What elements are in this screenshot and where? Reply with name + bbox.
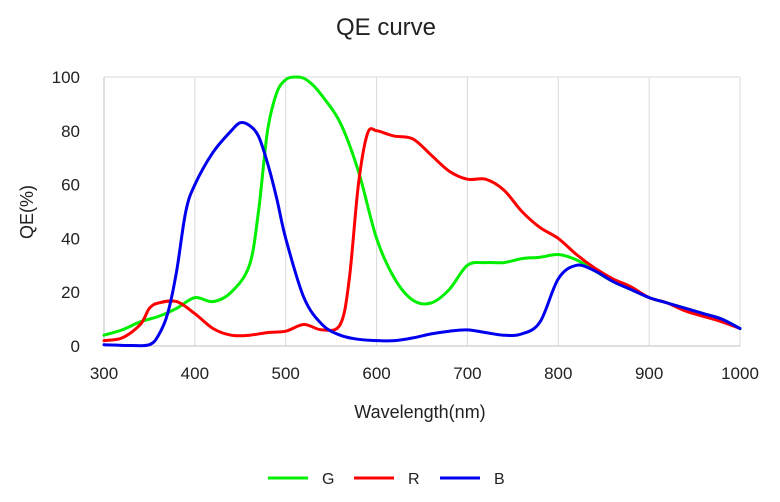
- x-tick-label: 600: [362, 364, 390, 383]
- y-tick-label: 40: [61, 229, 80, 248]
- x-tick-label: 400: [181, 364, 209, 383]
- y-tick-label: 20: [61, 283, 80, 302]
- x-tick-label: 1000: [721, 364, 759, 383]
- y-axis-label: QE(%): [17, 185, 37, 239]
- legend-label-R: R: [408, 471, 420, 488]
- y-tick-label: 0: [71, 337, 80, 356]
- y-tick-label: 80: [61, 122, 80, 141]
- y-tick-label: 100: [52, 68, 80, 87]
- x-tick-label: 300: [90, 364, 118, 383]
- chart-title: QE curve: [336, 14, 436, 41]
- series-line-R: [102, 127, 742, 343]
- y-tick-labels: 0 20 40 60 80 100: [52, 68, 80, 356]
- x-tick-label: 800: [544, 364, 572, 383]
- y-tick-label: 60: [61, 176, 80, 195]
- grid-lines: [104, 76, 741, 346]
- x-tick-label: 500: [272, 364, 300, 383]
- legend-label-B: B: [494, 471, 505, 488]
- x-tick-label: 900: [635, 364, 663, 383]
- data-series: [102, 75, 742, 348]
- series-line-B: [102, 120, 742, 348]
- x-axis-label: Wavelength(nm): [354, 402, 485, 422]
- axes: [103, 77, 740, 347]
- legend-label-G: G: [322, 471, 334, 488]
- x-tick-label: 700: [453, 364, 481, 383]
- x-tick-labels: 300 400 500 600 700 800 900 1000: [90, 364, 759, 383]
